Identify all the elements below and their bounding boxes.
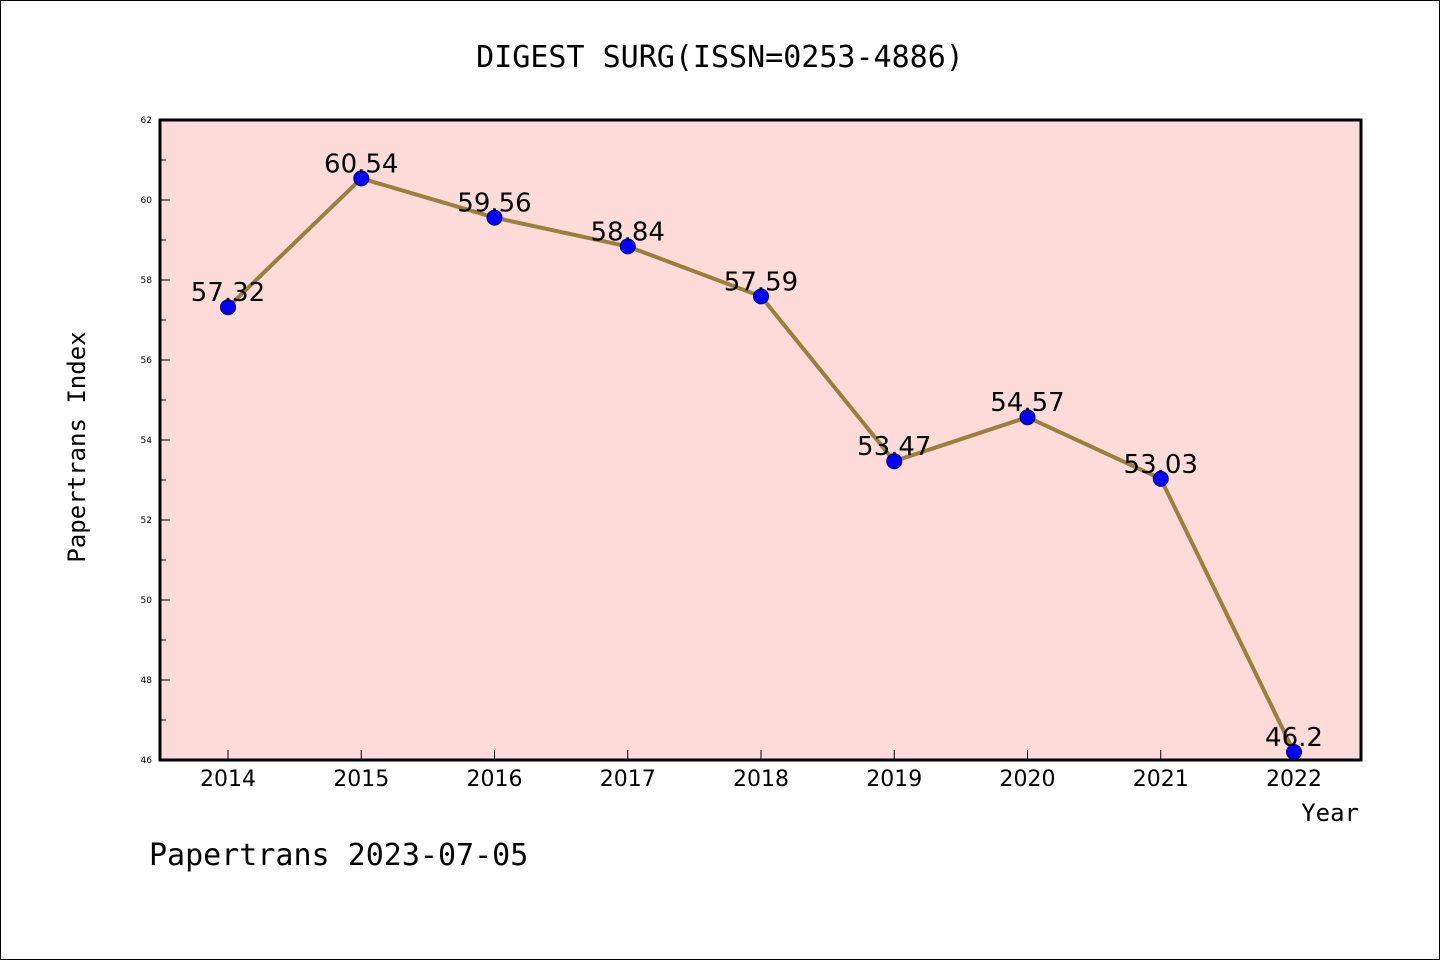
data-value-label: 53.03: [1124, 450, 1198, 480]
x-tick-label: 2021: [1133, 767, 1189, 792]
x-tick-label: 2014: [200, 767, 256, 792]
y-tick-label: 48: [141, 676, 153, 686]
x-tick-label: 2019: [866, 767, 922, 792]
data-point-marker: [886, 453, 903, 470]
data-value-label: 60.54: [324, 149, 398, 179]
data-point-marker: [486, 209, 503, 226]
y-tick-label: 50: [141, 596, 153, 606]
y-tick-label: 62: [141, 116, 152, 126]
data-value-label: 53.47: [857, 432, 931, 462]
x-tick-label: 2020: [1000, 767, 1056, 792]
y-tick-label: 56: [141, 356, 153, 366]
data-value-label: 59.56: [457, 189, 531, 219]
x-tick-label: 2018: [733, 767, 789, 792]
x-tick-label: 2022: [1266, 767, 1322, 792]
data-point-marker: [220, 299, 236, 316]
data-labels: 57.32 60.54 59.56 58.84 57.59 53.47 54.57 53.03…: [191, 149, 1323, 753]
y-tick-label: 60: [141, 196, 153, 206]
data-point-marker: [619, 238, 636, 255]
plot-border: [158, 118, 1363, 762]
data-value-label: 57.32: [191, 278, 265, 308]
y-tick-label: 54: [141, 436, 153, 446]
x-tick-label: 2016: [467, 767, 523, 792]
data-value-label: 46.2: [1265, 723, 1323, 753]
data-point-marker: [353, 170, 370, 187]
x-tick-label: 2017: [600, 767, 656, 792]
y-axis-label: Papertrans Index: [63, 331, 91, 562]
data-value-label: 58.84: [591, 217, 665, 247]
plot-area: [160, 120, 1361, 760]
data-value-label: 57.59: [724, 267, 798, 297]
y-tick-label: 58: [141, 276, 153, 286]
x-axis-ticks: 2014 2015 2016 2017 2018 2019 2020 2021 2022: [200, 750, 1322, 792]
y-tick-label: 52: [141, 516, 152, 526]
footer-text: Papertrans 2023-07-05: [149, 838, 528, 873]
x-tick-label: 2015: [333, 767, 389, 792]
y-tick-label: 46: [141, 756, 153, 766]
data-markers: [220, 170, 1302, 760]
data-point-marker: [1019, 409, 1036, 426]
data-value-label: 54.57: [990, 388, 1064, 418]
data-point-marker: [753, 288, 769, 305]
x-axis-label: Year: [1301, 799, 1359, 827]
data-point-marker: [1152, 470, 1169, 487]
chart-title: DIGEST SURG(ISSN=0253-4886): [476, 40, 964, 75]
